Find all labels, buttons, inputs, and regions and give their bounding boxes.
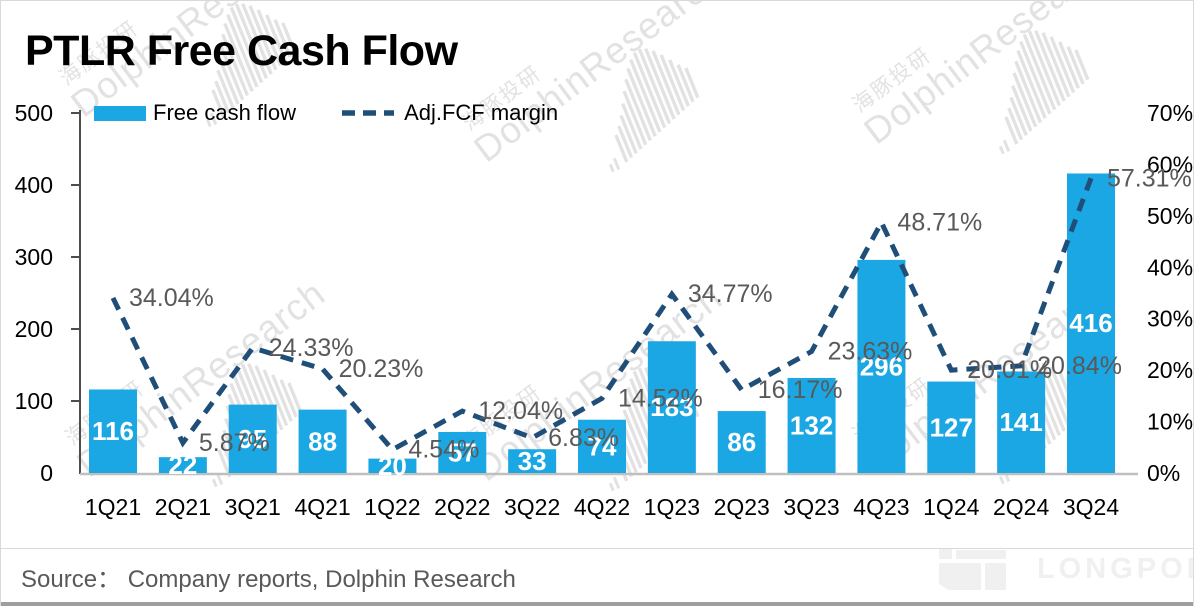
x-axis-label: 4Q21 [294, 494, 350, 520]
x-axis-label: 4Q23 [853, 494, 909, 520]
margin-point-label: 12.04% [478, 397, 563, 425]
bar-value-label: 88 [308, 426, 337, 456]
bar-value-label: 116 [92, 416, 134, 446]
bar-4Q23 [857, 259, 906, 473]
x-axis-label: 3Q21 [225, 494, 281, 520]
margin-point-label: 4.54% [408, 436, 479, 464]
bar-value-label: 141 [999, 407, 1042, 437]
left-axis-label: 500 [15, 100, 53, 126]
right-axis-label: 10% [1147, 409, 1193, 435]
margin-point-label: 24.33% [269, 334, 354, 362]
right-axis-label: 30% [1147, 306, 1193, 332]
bar-value-label: 86 [727, 427, 756, 457]
left-axis-label: 100 [15, 388, 53, 414]
margin-point-label: 20.23% [339, 355, 424, 383]
bar-value-label: 74 [588, 431, 617, 461]
bar-3Q22 [508, 449, 557, 473]
longport-logo-text: LONGPORT [1037, 552, 1193, 585]
right-axis-label: 60% [1147, 151, 1193, 177]
left-axis-label: 0 [40, 460, 53, 486]
x-axis-label: 2Q23 [714, 494, 770, 520]
bar-4Q21 [298, 409, 347, 473]
bar-3Q23 [787, 377, 836, 473]
bar-legend-swatch [94, 105, 146, 121]
bar-value-label: 22 [168, 450, 197, 480]
margin-point-label: 23.63% [828, 337, 913, 365]
x-axis-label: 1Q23 [644, 494, 700, 520]
right-axis-label: 20% [1147, 357, 1193, 383]
margin-point-label: 16.17% [758, 376, 843, 404]
bar-value-label: 296 [860, 351, 903, 381]
bar-value-label: 57 [448, 437, 477, 467]
x-axis-label: 2Q22 [434, 494, 490, 520]
longport-watermark: LONGPORT [937, 547, 1193, 591]
dashed-line-legend-sample [342, 110, 395, 116]
x-axis-label: 2Q24 [993, 494, 1049, 520]
x-axis-label: 1Q21 [85, 494, 141, 520]
page-title: PTLR Free Cash Flow [25, 27, 458, 75]
line-legend-label: Adj.FCF margin [404, 100, 559, 125]
margin-point-label: 34.77% [688, 280, 773, 308]
right-axis-label: 50% [1147, 203, 1193, 229]
left-axis-label: 200 [15, 316, 53, 342]
margin-point-label: 6.83% [548, 424, 619, 452]
margin-point-label: 57.31% [1107, 164, 1192, 192]
bar-1Q22 [368, 458, 417, 473]
right-axis-label: 70% [1147, 100, 1193, 126]
bar-value-label: 132 [790, 410, 833, 440]
longport-logo-icon [937, 547, 1009, 591]
bar-value-label: 416 [1069, 308, 1112, 338]
left-axis-label: 300 [15, 244, 53, 270]
x-axis-label: 3Q22 [504, 494, 560, 520]
bar-value-label: 33 [518, 446, 547, 476]
bar-value-label: 20 [378, 451, 407, 481]
bottom-border [1, 602, 1193, 606]
right-axis-label: 40% [1147, 254, 1193, 280]
x-axis-label: 3Q24 [1063, 494, 1119, 520]
adj-fcf-margin-line [110, 177, 1094, 453]
x-axis-label: 3Q23 [783, 494, 839, 520]
left-axis-label: 400 [15, 172, 53, 198]
x-axis-label: 1Q22 [364, 494, 420, 520]
bar-1Q24 [927, 381, 976, 473]
margin-point-label: 34.04% [129, 284, 214, 312]
bar-1Q21 [89, 389, 137, 473]
bar-2Q23 [717, 411, 766, 473]
margin-point-label: 48.71% [897, 208, 982, 236]
bar-2Q21 [158, 457, 207, 473]
margin-point-label: 20.84% [1037, 352, 1122, 380]
x-axis-label: 2Q21 [155, 494, 211, 520]
margin-point-label: 5.87% [199, 429, 270, 457]
bar-2Q22 [438, 431, 487, 473]
footer-separator [1, 548, 1193, 549]
legend: Free cash flow Adj.FCF margin [94, 100, 558, 126]
x-axis-label: 4Q22 [574, 494, 630, 520]
right-axis-label: 0% [1147, 460, 1180, 486]
x-axis-label: 1Q24 [923, 494, 979, 520]
bar-legend-label: Free cash flow [153, 100, 297, 125]
margin-point-label: 14.52% [618, 384, 703, 412]
source-note: Source： Company reports, Dolphin Researc… [21, 566, 516, 593]
bar-value-label: 127 [930, 412, 973, 442]
